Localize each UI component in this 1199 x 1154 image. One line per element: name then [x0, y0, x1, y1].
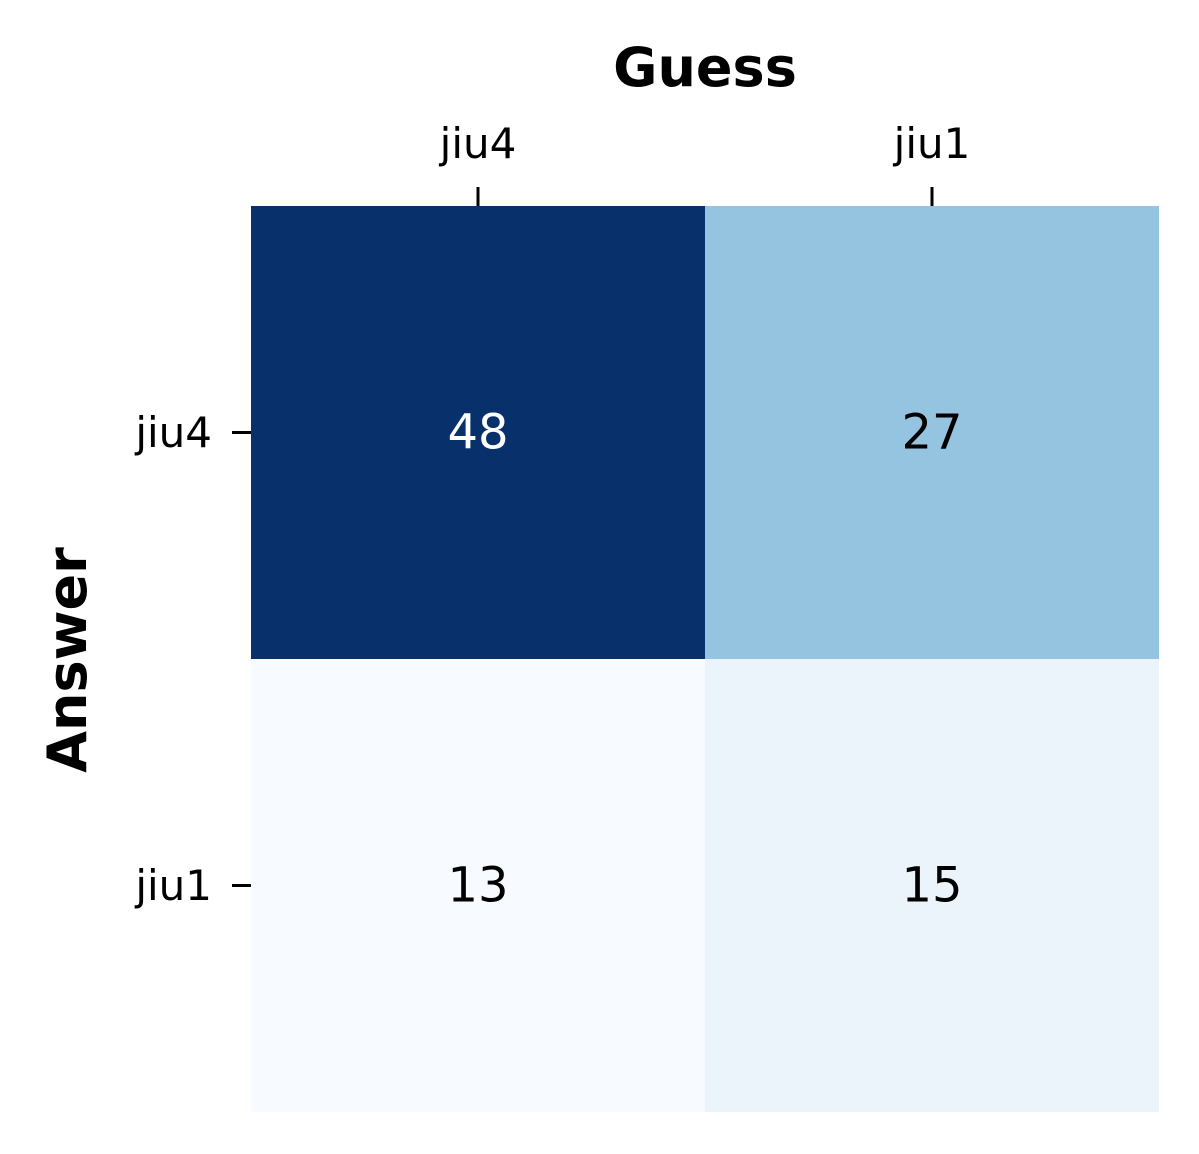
heatmap-cell-jiu1-jiu1	[705, 659, 1159, 1112]
cell-value-label: 48	[447, 405, 508, 461]
cell-value-label: 13	[447, 858, 508, 914]
x-tick-label: jiu4	[439, 119, 517, 168]
y-axis-title: Answer	[36, 547, 99, 773]
x-tick-label: jiu1	[893, 119, 971, 168]
heatmap-cell-jiu4-jiu1	[705, 206, 1159, 659]
heatmap-cells	[251, 206, 1159, 1112]
y-axis-ticks: jiu4 jiu1	[134, 408, 251, 910]
cell-value-label: 27	[901, 405, 962, 461]
heatmap-cell-jiu1-jiu4	[251, 659, 705, 1112]
y-tick-label: jiu1	[134, 861, 212, 910]
x-axis-ticks: jiu4 jiu1	[439, 119, 971, 206]
y-tick-label: jiu4	[134, 408, 212, 457]
cell-value-label: 15	[901, 858, 962, 914]
x-axis-title: Guess	[613, 36, 797, 99]
heatmap-cell-jiu4-jiu4	[251, 206, 705, 659]
cell-value-labels: 48 27 13 15	[447, 405, 962, 914]
